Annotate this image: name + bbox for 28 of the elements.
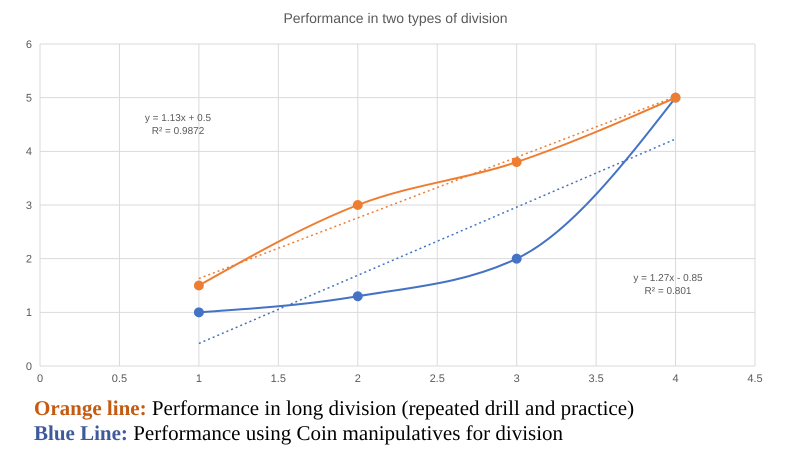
y-tick-label: 0 xyxy=(26,360,32,373)
annotation: y = 1.13x + 0.5 R² = 0.9872 xyxy=(144,112,212,138)
y-tick-label: 4 xyxy=(26,146,32,158)
point xyxy=(512,254,522,264)
y-tick-label: 3 xyxy=(26,200,32,212)
x-tick-label: 1.5 xyxy=(270,372,286,385)
annotation: y = 1.27x - 0.85 R² = 0.801 xyxy=(632,272,704,298)
y-tick-label: 5 xyxy=(26,92,32,105)
point xyxy=(194,280,204,290)
y-tick-label: 1 xyxy=(26,307,32,320)
x-tick-label: 0.5 xyxy=(112,372,128,385)
x-tick-label: 3 xyxy=(514,372,520,385)
point xyxy=(512,157,522,168)
x-tick-label: 2 xyxy=(354,372,361,385)
y-tick-label: 6 xyxy=(26,38,32,51)
point xyxy=(194,307,204,318)
x-tick-label: 4 xyxy=(672,372,679,385)
x-tick-label: 2.5 xyxy=(430,372,445,385)
point xyxy=(352,200,363,210)
text: Orange line: Performance in long division (repeated drill and practice) xyxy=(34,396,636,421)
x-tick-label: 0 xyxy=(36,372,44,385)
y-tick-label: 2 xyxy=(26,254,32,266)
x-tick-label: 4.5 xyxy=(747,372,763,385)
point xyxy=(352,291,363,302)
text: Blue Line: Performance using Coin manipulatives for division xyxy=(34,421,564,446)
x-tick-label: 1 xyxy=(196,372,202,385)
x-tick-label: 3.5 xyxy=(588,372,604,385)
chart-title: Performance in two types of division xyxy=(282,9,509,28)
